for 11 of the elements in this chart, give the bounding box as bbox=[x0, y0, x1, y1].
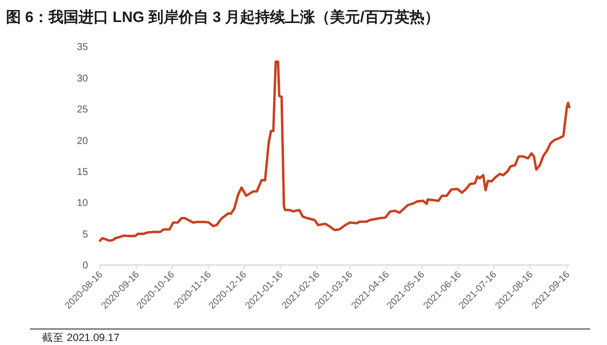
y-tick-label: 15 bbox=[76, 166, 88, 178]
line-series bbox=[98, 60, 570, 242]
y-tick-label: 0 bbox=[82, 260, 88, 272]
y-tick-label: 10 bbox=[76, 198, 88, 210]
y-tick-label: 30 bbox=[76, 73, 88, 84]
y-tick-label: 5 bbox=[82, 229, 88, 240]
y-tick-label: 35 bbox=[76, 42, 88, 54]
y-tick-label: 25 bbox=[76, 104, 88, 116]
chart-title: 图 6：我国进口 LNG 到岸价自 3 月起持续上涨（美元/百万英热） bbox=[6, 8, 440, 26]
y-tick-label: 20 bbox=[76, 136, 88, 147]
text: 截至 2021.09.17 bbox=[42, 331, 120, 344]
